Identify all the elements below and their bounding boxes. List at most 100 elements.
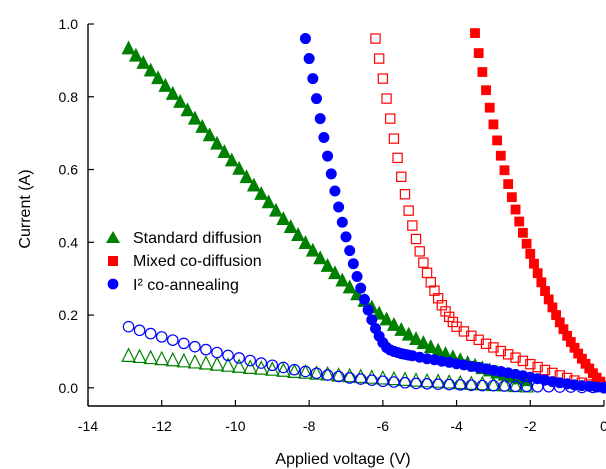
series-3-point <box>358 293 370 305</box>
legend-label-standard-diffusion: Standard diffusion <box>133 230 262 247</box>
series-1-point <box>506 192 517 203</box>
series-5-point <box>233 352 245 364</box>
series-1-point <box>503 179 514 189</box>
series-5-point <box>553 381 566 393</box>
series-0-point <box>416 335 431 350</box>
series-5-point <box>388 376 400 388</box>
series-2-point <box>418 257 429 268</box>
series-3-point <box>311 93 323 105</box>
x-axis-title: Applied voltage (V) <box>275 451 410 468</box>
series-5-point <box>255 357 268 369</box>
series-5-point <box>144 327 157 340</box>
series-4-point <box>121 347 136 362</box>
series-0-point <box>254 185 269 200</box>
series-5-point <box>377 375 389 388</box>
series-2-point <box>440 306 451 317</box>
series-5-point <box>465 379 478 392</box>
series-2-point <box>377 73 389 84</box>
series-3-point <box>303 53 315 65</box>
series-2-point <box>421 267 433 279</box>
legend: Standard diffusion Mixed co-diffusion I²… <box>106 230 262 294</box>
series-1-point <box>470 28 480 38</box>
series-4-point <box>176 352 192 368</box>
series-3-point <box>333 201 345 213</box>
series-1-point <box>510 204 521 215</box>
series-5-point <box>498 380 511 392</box>
series-3-point <box>329 185 341 197</box>
series-5-point <box>189 340 201 353</box>
series-4-point <box>309 365 324 380</box>
series-3-point <box>355 282 367 294</box>
series-1-point <box>499 165 510 176</box>
series-5-point <box>178 337 190 350</box>
legend-label-mixed-co-diffusion: Mixed co-diffusion <box>133 253 262 270</box>
y-tick-label: 1.0 <box>59 16 79 32</box>
series-5-point <box>487 379 500 392</box>
series-5-point <box>421 378 433 390</box>
series-1-point <box>473 48 484 59</box>
series-2-point <box>385 113 396 124</box>
series-3-point <box>336 216 348 228</box>
series-5-point <box>122 320 135 333</box>
x-tick-label: -10 <box>225 418 245 434</box>
series-0-point <box>187 110 202 125</box>
series-0-point <box>224 152 239 167</box>
series-5-point <box>166 334 179 346</box>
series-3-point <box>299 33 311 45</box>
series-2-point <box>429 285 440 296</box>
series-4-point <box>364 369 380 384</box>
series-0-point <box>165 85 180 100</box>
series-0-point <box>283 219 298 233</box>
series-5-point <box>354 373 367 385</box>
series-2-point <box>510 352 521 363</box>
series-0-point <box>202 127 217 142</box>
series-0-point <box>379 311 394 326</box>
legend-circle-marker <box>107 278 119 290</box>
series-0-point <box>423 339 438 354</box>
series-2-point <box>403 205 414 216</box>
series-2-point <box>532 361 543 373</box>
series-0-point <box>372 305 387 320</box>
series-3-point <box>314 113 326 125</box>
series-2-point <box>517 355 529 367</box>
series-4-point <box>220 357 236 372</box>
x-tick-label: -8 <box>303 418 316 434</box>
series-0-point <box>298 235 313 249</box>
series-5-point <box>321 369 334 381</box>
series-2-point <box>495 345 507 357</box>
x-tick-label: -14 <box>78 418 98 434</box>
series-0-point <box>313 250 328 265</box>
y-axis-title: Current (A) <box>17 169 34 248</box>
series-4-point <box>198 355 214 370</box>
series-5-point <box>443 378 455 391</box>
series-2-point <box>381 93 392 104</box>
series-4-point <box>209 356 225 371</box>
series-0-point <box>217 144 232 159</box>
series-4-point <box>231 358 247 373</box>
legend-triangle-marker <box>106 231 120 243</box>
series-0-point <box>335 272 350 287</box>
series-0-point <box>232 160 247 175</box>
series-3-point <box>318 132 330 144</box>
series-0-point <box>246 177 261 192</box>
series-0-point <box>394 322 409 336</box>
series-0-point <box>291 227 306 241</box>
series-2-point <box>399 189 411 200</box>
series-5-point <box>332 370 345 383</box>
series-1-point <box>495 150 506 161</box>
series-4-point <box>242 359 258 374</box>
y-tick-label: 0.4 <box>59 234 79 250</box>
series-0-point <box>327 265 342 280</box>
series-2-point <box>488 342 499 353</box>
series-4-point <box>143 349 158 365</box>
series-1-point <box>477 67 488 77</box>
series-0-point <box>320 258 335 272</box>
series-0-point <box>261 194 276 209</box>
series-0-point <box>276 211 291 225</box>
series-4-point <box>464 375 479 390</box>
legend-label-i2-co-annealing: I² co-annealing <box>133 277 239 294</box>
x-tick-label: -6 <box>377 418 390 434</box>
series-2-point <box>436 300 448 311</box>
x-tick-label: -4 <box>450 418 463 434</box>
